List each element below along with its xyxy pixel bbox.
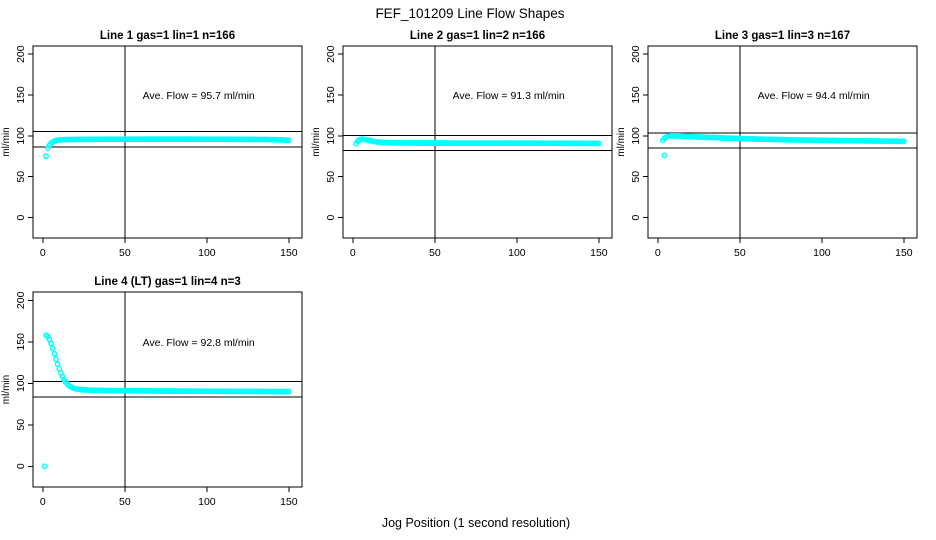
x-tick-label: 150: [895, 247, 913, 259]
x-tick-label: 0: [655, 247, 661, 259]
plot-box: [32, 45, 303, 239]
data-point: [48, 340, 54, 347]
data-point: [661, 152, 668, 159]
y-tick-label: 100: [630, 127, 642, 145]
x-tick-label: 150: [590, 247, 608, 259]
y-tick-label: 150: [15, 86, 27, 104]
ave-flow-annotation: Ave. Flow = 91.3 ml/min: [453, 90, 565, 102]
x-tick-label: 150: [280, 496, 298, 508]
y-axis-label: ml/min: [311, 127, 322, 156]
y-tick-label: 100: [15, 127, 27, 145]
y-tick-label: 150: [15, 333, 27, 351]
y-tick-label: 0: [15, 214, 27, 220]
y-tick-label: 200: [15, 291, 27, 309]
y-tick-label: 50: [15, 171, 27, 183]
data-point: [285, 137, 292, 144]
x-axis-label: Jog Position (1 second resolution): [382, 516, 570, 530]
panel-title: Line 2 gas=1 lin=2 n=166: [410, 30, 545, 42]
ave-flow-annotation: Ave. Flow = 92.8 ml/min: [143, 337, 255, 349]
x-tick-label: 150: [280, 247, 298, 259]
y-tick-label: 0: [15, 463, 27, 469]
data-point: [43, 153, 50, 160]
x-tick-label: 0: [40, 247, 46, 259]
data-point: [900, 138, 907, 145]
data-point: [51, 350, 58, 357]
data-point: [49, 345, 56, 352]
plot-box: [32, 291, 303, 488]
y-tick-label: 100: [15, 374, 27, 392]
panel-2: 0 50 100 150 0 50 100 150 200 ml/min Line 2 gas=1 …: [311, 30, 613, 259]
panels-layer: 0 50 100 150 0 50 100 150 200 ml/min Line 1 gas=1 …: [1, 30, 918, 508]
x-tick-label: 50: [734, 247, 746, 259]
y-tick-label: 200: [630, 45, 642, 63]
data-point: [41, 463, 48, 470]
y-axis-label: ml/min: [1, 127, 12, 156]
y-axis-label: ml/min: [616, 127, 627, 156]
y-tick-label: 200: [15, 45, 27, 63]
x-tick-label: 50: [119, 247, 131, 259]
y-tick-label: 0: [325, 214, 337, 220]
x-tick-label: 100: [198, 247, 216, 259]
data-point: [285, 388, 292, 395]
x-tick-label: 100: [198, 496, 216, 508]
y-tick-label: 50: [15, 419, 27, 431]
y-tick-label: 50: [325, 171, 337, 183]
panel-title: Line 3 gas=1 lin=3 n=167: [715, 30, 850, 42]
panel-4: 0 50 100 150 0 50 100 150 200 ml/min Line 4 (LT) g…: [1, 276, 303, 508]
y-tick-label: 100: [325, 127, 337, 145]
y-tick-label: 0: [630, 214, 642, 220]
data-point: [53, 356, 59, 363]
x-tick-label: 50: [119, 496, 131, 508]
ave-flow-annotation: Ave. Flow = 95.7 ml/min: [143, 90, 255, 102]
x-tick-label: 100: [813, 247, 831, 259]
panel-title: Line 1 gas=1 lin=1 n=166: [100, 30, 235, 42]
x-tick-label: 0: [350, 247, 356, 259]
y-tick-label: 150: [325, 86, 337, 104]
y-tick-label: 200: [325, 45, 337, 63]
panel-1: 0 50 100 150 0 50 100 150 200 ml/min Line 1 gas=1 …: [1, 30, 303, 259]
y-axis-label: ml/min: [1, 375, 12, 404]
x-tick-label: 0: [40, 496, 46, 508]
x-tick-label: 100: [508, 247, 526, 259]
y-tick-label: 150: [630, 86, 642, 104]
y-tick-label: 50: [630, 171, 642, 183]
plot-box: [647, 45, 918, 239]
plot-box: [342, 45, 613, 239]
x-tick-label: 50: [429, 247, 441, 259]
panel-title: Line 4 (LT) gas=1 lin=4 n=3: [94, 276, 240, 288]
data-point: [595, 140, 602, 147]
ave-flow-annotation: Ave. Flow = 94.4 ml/min: [758, 90, 870, 102]
figure-title: FEF_101209 Line Flow Shapes: [375, 6, 564, 21]
panel-3: 0 50 100 150 0 50 100 150 200 ml/min Line 3 gas=1 …: [616, 30, 918, 259]
data-point: [54, 361, 61, 368]
